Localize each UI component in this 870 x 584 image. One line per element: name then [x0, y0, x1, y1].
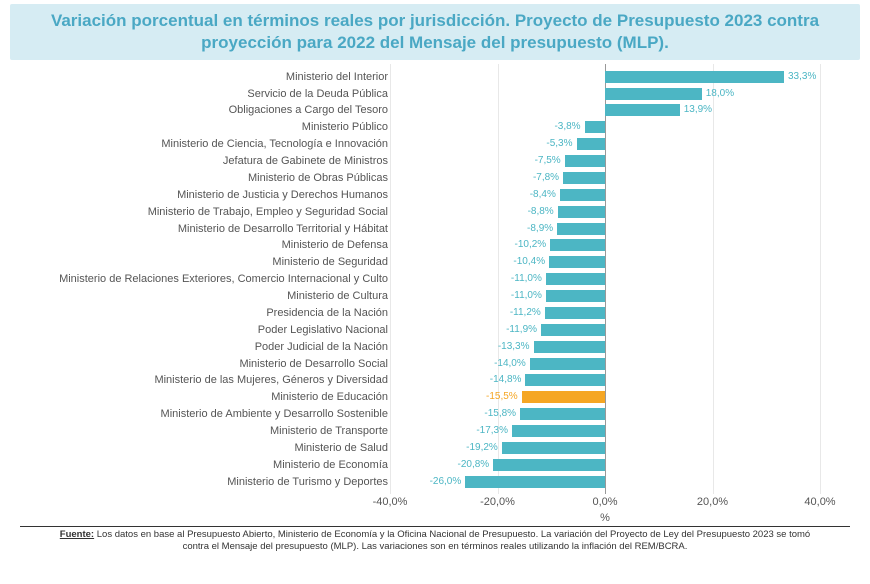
- bar: [565, 155, 605, 167]
- bar-value: -11,0%: [511, 289, 542, 303]
- bar: [577, 138, 605, 150]
- category-label: Ministerio de Trabajo, Empleo y Segurida…: [148, 205, 388, 219]
- bar-value: -8,9%: [527, 222, 553, 236]
- x-tick-label: -40,0%: [373, 496, 408, 508]
- chart-area: 33,3% 18,0% 13,9% -3,8% -5,3% -7,5% -7,8% -8,4%…: [10, 64, 840, 524]
- bar: [560, 189, 605, 201]
- bar-value: -8,4%: [530, 188, 556, 202]
- category-label: Ministerio de Relaciones Exteriores, Com…: [59, 272, 388, 286]
- category-label: Ministerio del Interior: [286, 70, 388, 84]
- bar: [525, 374, 605, 386]
- bar-value: 13,9%: [684, 103, 712, 117]
- bar: [605, 104, 680, 116]
- bar: [605, 88, 702, 100]
- x-axis-label: %: [600, 512, 610, 524]
- category-label: Ministerio de Salud: [294, 441, 388, 455]
- bar-value: -13,3%: [498, 340, 530, 354]
- bar-value: -11,9%: [506, 323, 537, 337]
- x-tick-label: 40,0%: [804, 496, 835, 508]
- bar-value: -19,2%: [466, 441, 498, 455]
- grid-line: [390, 64, 391, 494]
- bar: [534, 341, 605, 353]
- category-label: Ministerio de Ambiente y Desarrollo Sost…: [161, 407, 388, 421]
- bar: [502, 442, 605, 454]
- bar-value: -11,2%: [510, 306, 541, 320]
- bar-value: -7,8%: [533, 171, 559, 185]
- bar-value: -5,3%: [546, 137, 572, 151]
- chart-title: Variación porcentual en términos reales …: [10, 4, 860, 60]
- category-label: Ministerio Público: [302, 120, 388, 134]
- bar-value: -15,5%: [486, 390, 518, 404]
- category-label: Ministerio de Defensa: [282, 238, 388, 252]
- plot-region: 33,3% 18,0% 13,9% -3,8% -5,3% -7,5% -7,8% -8,4%…: [390, 64, 820, 494]
- x-tick-label: -20,0%: [480, 496, 515, 508]
- category-label: Ministerio de las Mujeres, Géneros y Div…: [154, 373, 388, 387]
- category-label: Poder Judicial de la Nación: [255, 340, 388, 354]
- bar: [493, 459, 605, 471]
- category-label: Ministerio de Transporte: [270, 424, 388, 438]
- bar: [605, 71, 784, 83]
- bar-value: -8,8%: [528, 205, 554, 219]
- bar: [557, 223, 605, 235]
- bar: [520, 408, 605, 420]
- category-label: Jefatura de Gabinete de Ministros: [223, 154, 388, 168]
- bar-value: -7,5%: [535, 154, 561, 168]
- source-footer: Fuente: Los datos en base al Presupuesto…: [20, 526, 850, 553]
- category-label: Servicio de la Deuda Pública: [247, 87, 388, 101]
- bar: [541, 324, 605, 336]
- bar: [549, 256, 605, 268]
- bar-value: -17,3%: [476, 424, 508, 438]
- footer-text: Los datos en base al Presupuesto Abierto…: [94, 529, 810, 552]
- category-label: Ministerio de Ciencia, Tecnología e Inno…: [161, 137, 388, 151]
- category-label: Ministerio de Obras Públicas: [248, 171, 388, 185]
- category-label: Ministerio de Educación: [271, 390, 388, 404]
- category-label: Ministerio de Economía: [273, 458, 388, 472]
- bar-value: -15,8%: [484, 407, 516, 421]
- bar-value: -10,2%: [514, 238, 546, 252]
- bar: [465, 476, 605, 488]
- bar: [545, 307, 605, 319]
- bar: [563, 172, 605, 184]
- category-label: Ministerio de Cultura: [287, 289, 388, 303]
- bar-value: -14,0%: [494, 357, 526, 371]
- bar: [530, 358, 605, 370]
- category-label: Ministerio de Turismo y Deportes: [227, 475, 388, 489]
- x-tick-label: 20,0%: [697, 496, 728, 508]
- zero-line: [605, 64, 606, 494]
- bar-value: -11,0%: [511, 272, 542, 286]
- bar-value: 33,3%: [788, 70, 816, 84]
- bar-value: 18,0%: [706, 87, 734, 101]
- bar: [546, 290, 605, 302]
- grid-line: [713, 64, 714, 494]
- bar-value: -20,8%: [458, 458, 490, 472]
- bar: [512, 425, 605, 437]
- bar-value: -10,4%: [513, 255, 545, 269]
- category-label: Ministerio de Justicia y Derechos Humano…: [177, 188, 388, 202]
- category-label: Ministerio de Desarrollo Social: [239, 357, 388, 371]
- category-label: Ministerio de Desarrollo Territorial y H…: [178, 222, 388, 236]
- bar: [558, 206, 605, 218]
- bar-value: -3,8%: [554, 120, 580, 134]
- bar: [522, 391, 605, 403]
- footer-label: Fuente:: [60, 529, 94, 540]
- bar-value: -26,0%: [430, 475, 462, 489]
- bar: [550, 239, 605, 251]
- x-tick-label: 0,0%: [592, 496, 617, 508]
- category-label: Obligaciones a Cargo del Tesoro: [229, 103, 388, 117]
- category-label: Ministerio de Seguridad: [272, 255, 388, 269]
- grid-line: [820, 64, 821, 494]
- bar: [546, 273, 605, 285]
- bar: [585, 121, 605, 133]
- category-label: Poder Legislativo Nacional: [258, 323, 388, 337]
- bar-value: -14,8%: [490, 373, 522, 387]
- category-label: Presidencia de la Nación: [266, 306, 388, 320]
